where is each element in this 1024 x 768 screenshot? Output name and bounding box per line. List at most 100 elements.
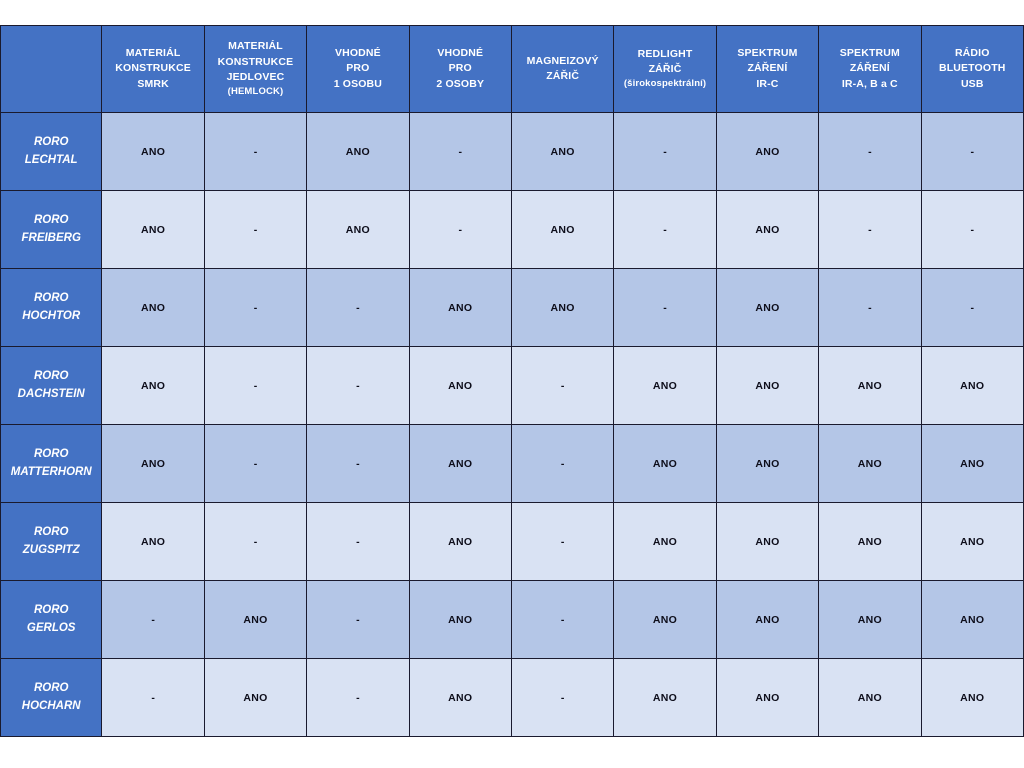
column-header-vhodne-1-osobu: VHODNÉ PRO 1 OSOBU [306, 25, 410, 113]
column-header-line: IR-A, B a C [841, 77, 898, 90]
row-header-line: MATTERHORN [10, 465, 92, 478]
column-header-line: MAGNEIZOVÝ [526, 54, 599, 67]
cell-roro-gerlos-spektrum-ir-abc: ANO [818, 580, 922, 659]
cell-roro-lechtal-spektrum-ir-abc: - [818, 112, 922, 191]
cell-roro-lechtal-vhodne-2-osoby: - [408, 112, 512, 191]
column-header-line: ZÁŘENÍ [849, 62, 890, 75]
column-header-material-hemlock: MATERIÁL KONSTRUKCE JEDLOVEC (HEMLOCK) [203, 25, 308, 113]
table-row: RORO ZUGSPITZ ANO - - ANO - ANO ANO ANO ANO [0, 502, 1024, 581]
cell-roro-matterhorn-vhodne-2-osoby: ANO [408, 424, 512, 503]
column-header-spektrum-ir-abc: SPEKTRUM ZÁŘENÍ IR-A, B a C [818, 25, 922, 113]
cell-roro-gerlos-material-hemlock: ANO [203, 580, 308, 659]
row-header-line: RORO [33, 526, 69, 539]
table-row: RORO DACHSTEIN ANO - - ANO - ANO ANO ANO ANO [0, 346, 1024, 425]
cell-roro-hochtor-magneizovy-zaric: ANO [510, 268, 615, 347]
table-row: RORO HOCHTOR ANO - - ANO ANO - ANO - - [0, 268, 1024, 347]
cell-roro-lechtal-redlight-zaric: - [613, 112, 717, 191]
cell-roro-lechtal-magneizovy-zaric: ANO [510, 112, 615, 191]
column-header-line: VHODNÉ [334, 47, 381, 60]
column-header-line: KONSTRUKCE [217, 55, 294, 68]
column-header-magneizovy-zaric: MAGNEIZOVÝ ZÁŘIČ [510, 25, 615, 113]
row-header-roro-matterhorn: RORO MATTERHORN [0, 424, 103, 503]
column-header-line: ZÁŘIČ [546, 70, 580, 82]
column-header-line: JEDLOVEC [226, 70, 285, 83]
cell-roro-gerlos-material-smrk: - [101, 580, 205, 659]
cell-roro-lechtal-material-smrk: ANO [101, 112, 205, 191]
cell-roro-hocharn-material-smrk: - [101, 658, 205, 737]
row-header-line: FREIBERG [21, 231, 81, 244]
cell-roro-zugspitz-spektrum-ir-abc: ANO [818, 502, 922, 581]
cell-roro-matterhorn-magneizovy-zaric: - [510, 424, 615, 503]
row-header-line: DACHSTEIN [17, 387, 85, 400]
cell-roro-freiberg-radio-bluetooth-usb: - [920, 190, 1024, 269]
cell-roro-hochtor-spektrum-ir-abc: - [818, 268, 922, 347]
row-header-line: RORO [33, 136, 69, 149]
cell-roro-zugspitz-redlight-zaric: ANO [613, 502, 717, 581]
cell-roro-freiberg-magneizovy-zaric: ANO [510, 190, 615, 269]
cell-roro-hocharn-spektrum-ir-c: ANO [715, 658, 820, 737]
cell-roro-dachstein-vhodne-1-osobu: - [306, 346, 410, 425]
cell-roro-hocharn-vhodne-1-osobu: - [306, 658, 410, 737]
cell-roro-hocharn-radio-bluetooth-usb: ANO [920, 658, 1024, 737]
cell-roro-dachstein-material-smrk: ANO [101, 346, 205, 425]
column-header-line: MATERIÁL [125, 47, 181, 60]
table-row: RORO GERLOS - ANO - ANO - ANO ANO ANO ANO [0, 580, 1024, 659]
row-header-roro-freiberg: RORO FREIBERG [0, 190, 103, 269]
cell-roro-dachstein-vhodne-2-osoby: ANO [408, 346, 512, 425]
cell-roro-dachstein-spektrum-ir-c: ANO [715, 346, 820, 425]
row-header-roro-hocharn: RORO HOCHARN [0, 658, 103, 737]
row-header-line: HOCHARN [21, 699, 81, 712]
cell-roro-matterhorn-spektrum-ir-c: ANO [715, 424, 820, 503]
cell-roro-dachstein-radio-bluetooth-usb: ANO [920, 346, 1024, 425]
column-header-line: ZÁŘIČ [648, 63, 682, 76]
cell-roro-dachstein-redlight-zaric: ANO [613, 346, 717, 425]
cell-roro-matterhorn-material-hemlock: - [203, 424, 308, 503]
column-header-redlight-zaric: REDLIGHT ZÁŘIČ (širokospektrální) [613, 25, 717, 113]
cell-roro-zugspitz-radio-bluetooth-usb: ANO [920, 502, 1024, 581]
column-header-line: SMRK [137, 77, 169, 90]
cell-roro-hocharn-material-hemlock: ANO [203, 658, 308, 737]
table-row: RORO FREIBERG ANO - ANO - ANO - ANO - - [0, 190, 1024, 269]
table-row: RORO LECHTAL ANO - ANO - ANO - ANO - - [0, 112, 1024, 191]
cell-roro-matterhorn-material-smrk: ANO [101, 424, 205, 503]
column-header-line: (HEMLOCK) [227, 85, 284, 97]
row-header-line: RORO [33, 604, 69, 617]
cell-roro-hocharn-redlight-zaric: ANO [613, 658, 717, 737]
column-header-spektrum-ir-c: SPEKTRUM ZÁŘENÍ IR-C [715, 25, 820, 113]
row-header-roro-lechtal: RORO LECHTAL [0, 112, 103, 191]
column-header-line: RÁDIO [954, 47, 990, 60]
cell-roro-matterhorn-redlight-zaric: ANO [613, 424, 717, 503]
cell-roro-hochtor-material-smrk: ANO [101, 268, 205, 347]
cell-roro-zugspitz-material-smrk: ANO [101, 502, 205, 581]
cell-roro-gerlos-magneizovy-zaric: - [510, 580, 615, 659]
column-header-radio-bluetooth-usb: RÁDIO BLUETOOTH USB [920, 25, 1024, 113]
column-header-line: KONSTRUKCE [115, 62, 191, 75]
column-header-line: 1 OSOBU [333, 77, 383, 90]
cell-roro-dachstein-material-hemlock: - [203, 346, 308, 425]
cell-roro-freiberg-material-hemlock: - [203, 190, 308, 269]
cell-roro-gerlos-redlight-zaric: ANO [613, 580, 717, 659]
cell-roro-freiberg-vhodne-1-osobu: ANO [306, 190, 410, 269]
cell-roro-matterhorn-radio-bluetooth-usb: ANO [920, 424, 1024, 503]
cell-roro-hochtor-redlight-zaric: - [613, 268, 717, 347]
row-header-roro-zugspitz: RORO ZUGSPITZ [0, 502, 103, 581]
column-header-line: VHODNÉ [437, 47, 484, 60]
row-header-line: HOCHTOR [22, 309, 81, 322]
row-header-roro-hochtor: RORO HOCHTOR [0, 268, 103, 347]
cell-roro-freiberg-spektrum-ir-c: ANO [715, 190, 820, 269]
cell-roro-hocharn-spektrum-ir-abc: ANO [818, 658, 922, 737]
cell-roro-gerlos-spektrum-ir-c: ANO [715, 580, 820, 659]
cell-roro-zugspitz-vhodne-2-osoby: ANO [408, 502, 512, 581]
cell-roro-lechtal-spektrum-ir-c: ANO [715, 112, 820, 191]
cell-roro-dachstein-spektrum-ir-abc: ANO [818, 346, 922, 425]
column-header-line: IR-C [756, 77, 779, 90]
cell-roro-freiberg-redlight-zaric: - [613, 190, 717, 269]
cell-roro-zugspitz-material-hemlock: - [203, 502, 308, 581]
row-header-roro-dachstein: RORO DACHSTEIN [0, 346, 103, 425]
column-header-line: MATERIÁL [228, 40, 283, 53]
cell-roro-hochtor-material-hemlock: - [203, 268, 308, 347]
row-header-line: RORO [33, 370, 69, 383]
row-header-line: RORO [33, 682, 69, 695]
table-header-row: MATERIÁL KONSTRUKCE SMRK MATERIÁL KONSTRUKCE… [0, 25, 1024, 113]
cell-roro-gerlos-vhodne-2-osoby: ANO [408, 580, 512, 659]
